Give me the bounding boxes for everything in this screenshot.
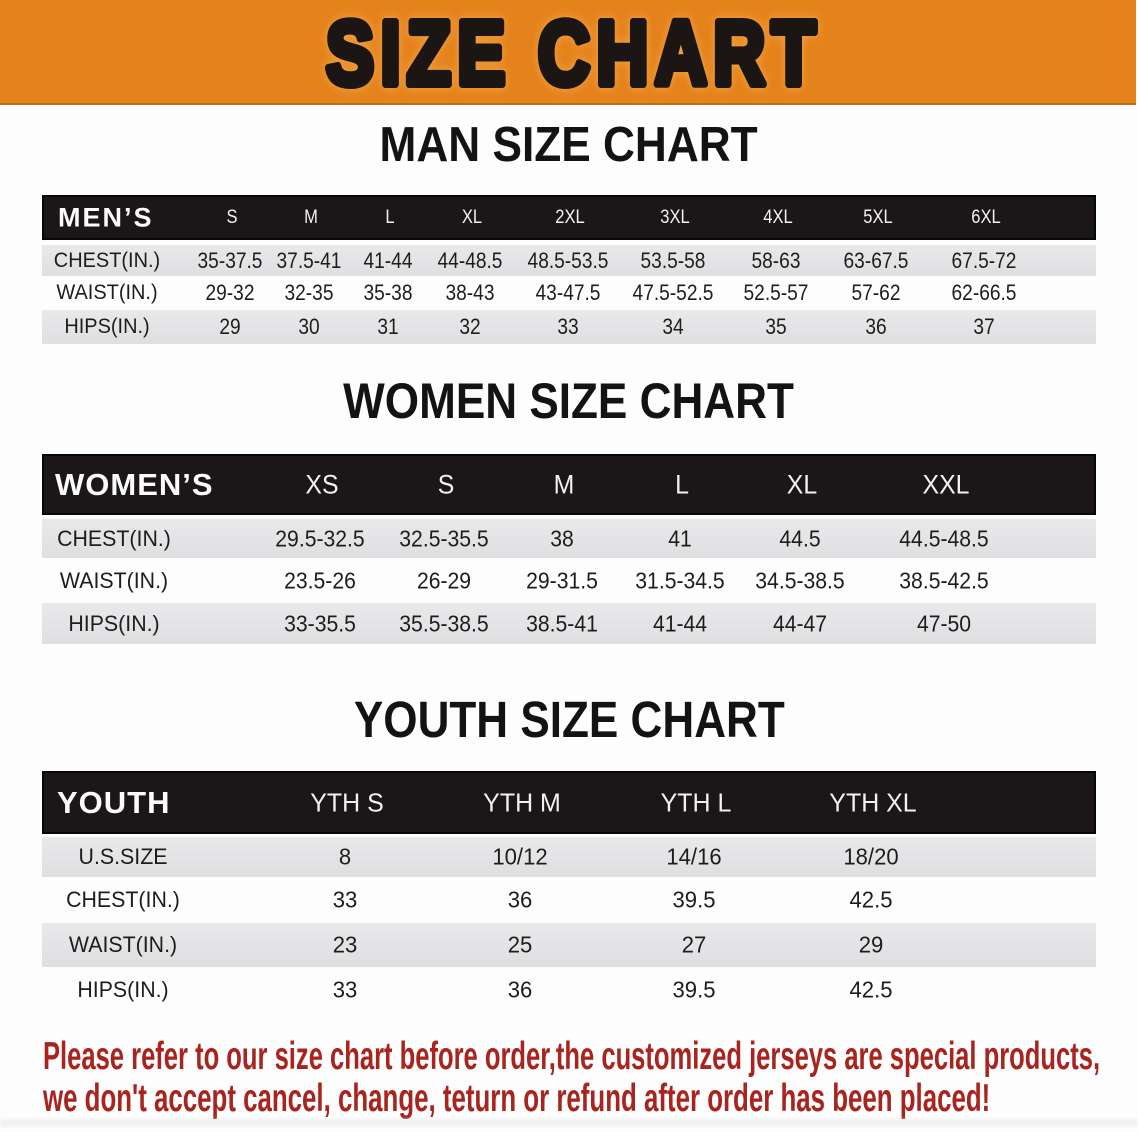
svg-text:SIZE CHART: SIZE CHART	[326, 3, 822, 103]
